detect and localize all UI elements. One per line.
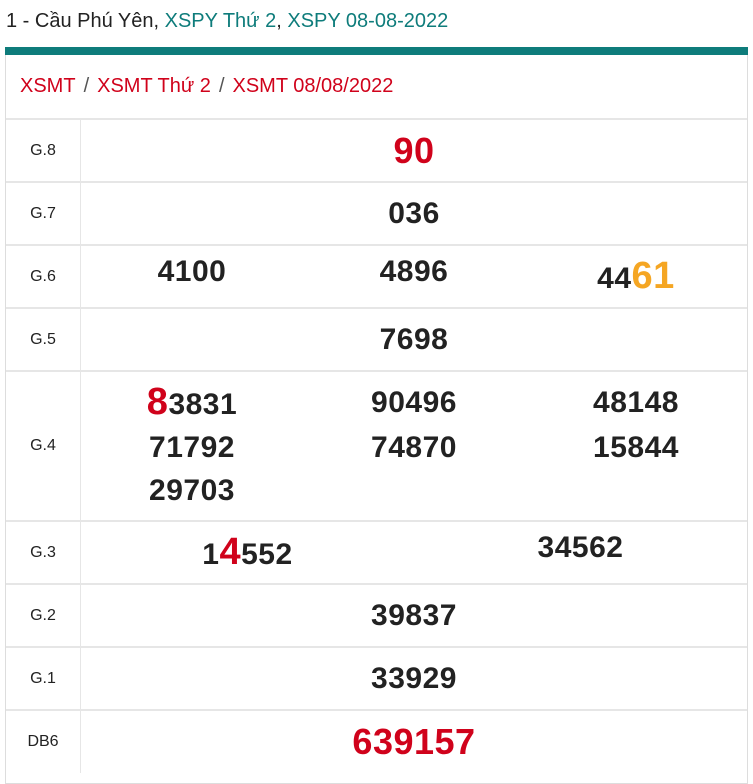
highlight-digits: 8 (146, 380, 169, 423)
prize-number: 48148 (593, 385, 679, 419)
breadcrumb-date: XSMT 08/08/2022 (232, 75, 394, 97)
prize-number: 90 (393, 129, 435, 171)
special-prize-number: 639157 (352, 721, 476, 762)
prize-label: G.1 (6, 646, 81, 710)
prize-number: 4461 (525, 255, 747, 298)
highlight-digits: 4 (219, 531, 242, 573)
prize-number: 83831 (81, 381, 303, 426)
heading-comma: , (276, 10, 288, 32)
prize-number: 29703 (149, 473, 235, 507)
prize-number: 74870 (371, 430, 457, 464)
row-g5: G.5 7698 (6, 307, 747, 371)
row-db: DB6 639157 (6, 709, 747, 773)
prize-number: 90496 (371, 385, 457, 419)
breadcrumb: XSMT / XSMT Thứ 2 / XSMT 08/08/2022 (20, 75, 393, 98)
row-g6: G.6 4100 4896 4461 (6, 244, 747, 308)
prize-label: G.5 (6, 307, 81, 371)
prize-label: G.6 (6, 244, 81, 308)
prize-label: G.3 (6, 520, 81, 584)
row-g7: G.7 036 (6, 181, 747, 245)
breadcrumb-weekday[interactable]: XSMT Thứ 2 (97, 75, 211, 97)
page-heading: 1 - Cầu Phú Yên, XSPY Thứ 2, XSPY 08-08-… (6, 10, 448, 33)
prize-number: 33929 (80, 646, 747, 710)
row-g8: G.8 90 (6, 118, 747, 182)
prize-label: DB6 (6, 709, 81, 773)
prize-number: 7698 (80, 307, 747, 371)
prize-number: 036 (80, 181, 747, 245)
results-box: XSMT / XSMT Thứ 2 / XSMT 08/08/2022 G.8 90 G.… (5, 55, 748, 784)
breadcrumb-xsmt[interactable]: XSMT (20, 75, 76, 97)
prize-label: G.2 (6, 583, 81, 647)
prize-number: 4896 (379, 255, 449, 288)
number-part: 552 (241, 538, 293, 571)
prize-number: 71792 (149, 430, 235, 464)
row-g4: G.4 83831 90496 48148 71792 74870 15844 … (6, 370, 747, 521)
prize-number: 39837 (80, 583, 747, 647)
number-part: 1 (202, 538, 220, 571)
prize-number: 15844 (593, 430, 679, 464)
heading-text: 1 - Cầu Phú Yên, (6, 10, 165, 32)
number-part: 3831 (168, 387, 238, 421)
highlight-digits: 61 (631, 255, 675, 297)
prize-number: 34562 (537, 531, 624, 564)
accent-bar (5, 47, 748, 55)
results-table: G.8 90 G.7 036 G.6 4100 4896 4461 G.5 7698 G.4… (6, 118, 747, 773)
number-part: 44 (597, 262, 632, 295)
breadcrumb-sep: / (218, 75, 225, 97)
row-g3: G.3 14552 34562 (6, 520, 747, 584)
prize-label: G.4 (6, 370, 81, 521)
prize-number: 14552 (81, 531, 414, 574)
xspy-date-link[interactable]: XSPY 08-08-2022 (287, 10, 449, 32)
prize-number: 4100 (157, 255, 227, 288)
prize-label: G.7 (6, 181, 81, 245)
row-g2: G.2 39837 (6, 583, 747, 647)
prize-label: G.8 (6, 118, 81, 182)
breadcrumb-sep: / (83, 75, 90, 97)
row-g1: G.1 33929 (6, 646, 747, 710)
xspy-weekday-link[interactable]: XSPY Thứ 2 (164, 10, 277, 32)
